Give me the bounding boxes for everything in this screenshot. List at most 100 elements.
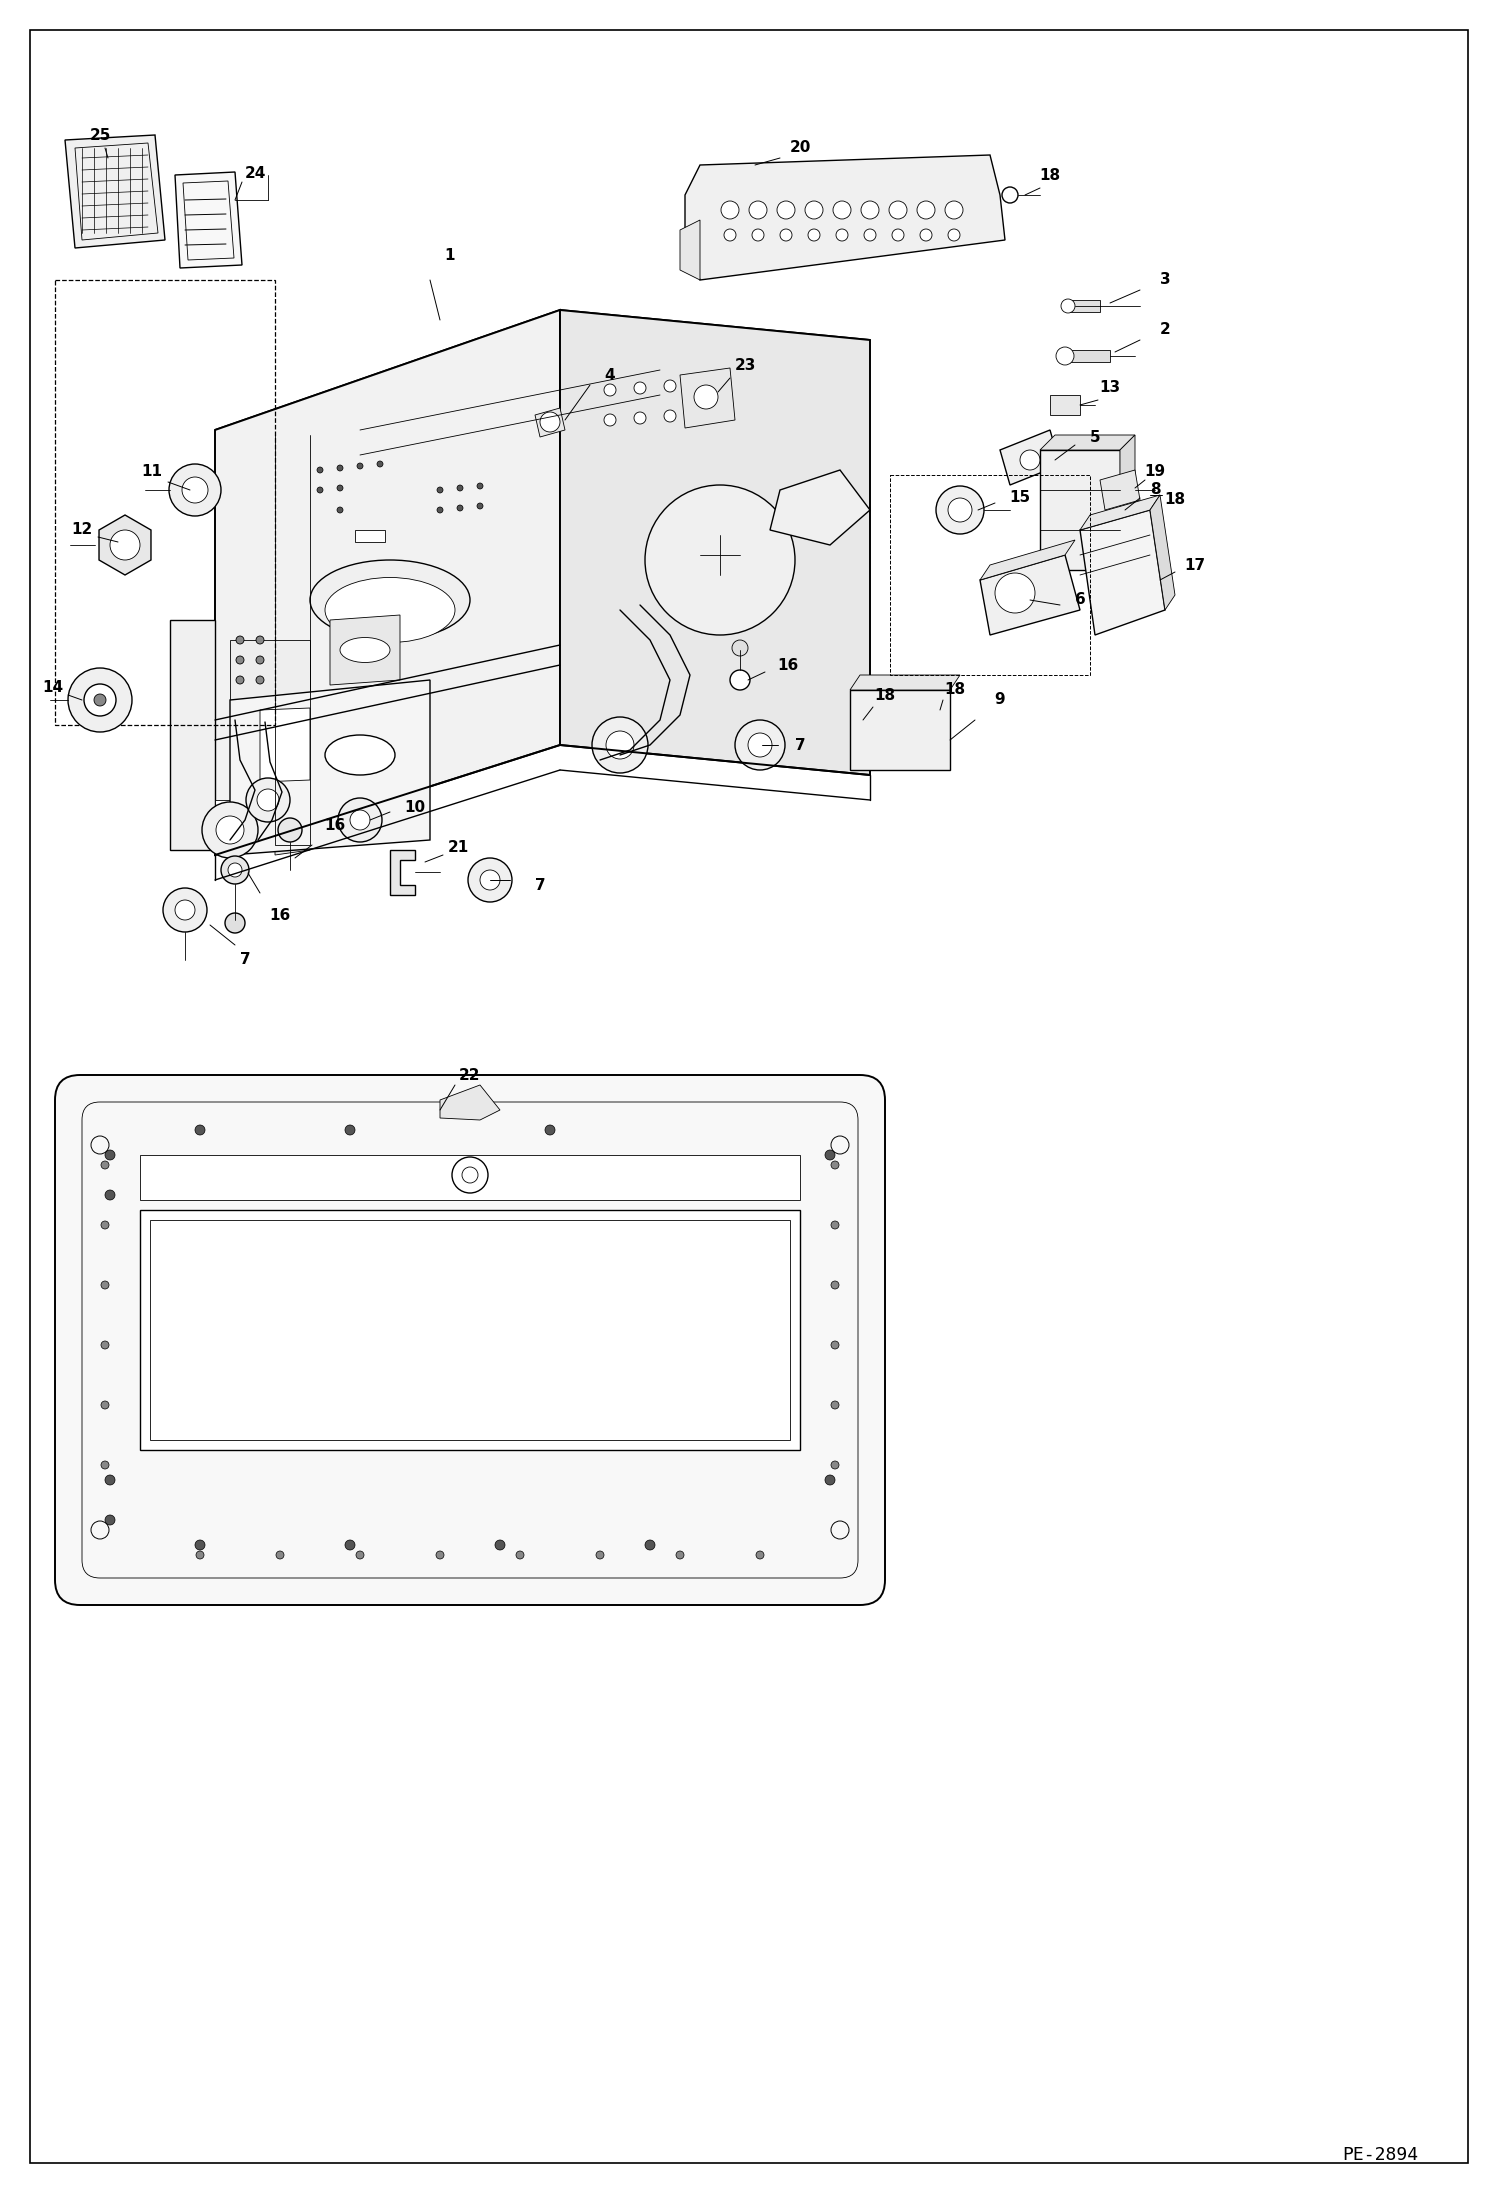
Circle shape [105, 1476, 115, 1485]
Circle shape [596, 1550, 604, 1559]
Ellipse shape [310, 559, 470, 640]
Circle shape [831, 1340, 839, 1349]
Circle shape [345, 1539, 355, 1550]
Circle shape [476, 502, 482, 509]
Circle shape [100, 1281, 109, 1289]
Circle shape [891, 228, 903, 241]
Circle shape [777, 202, 795, 219]
Polygon shape [1080, 511, 1165, 636]
Circle shape [337, 465, 343, 471]
Circle shape [749, 202, 767, 219]
Circle shape [476, 482, 482, 489]
Circle shape [995, 572, 1035, 614]
Circle shape [1002, 186, 1019, 204]
Circle shape [831, 1461, 839, 1469]
Circle shape [646, 1539, 655, 1550]
Circle shape [1020, 450, 1040, 469]
Circle shape [357, 463, 363, 469]
Circle shape [831, 1281, 839, 1289]
Circle shape [736, 719, 785, 770]
Circle shape [831, 1160, 839, 1169]
Circle shape [664, 410, 676, 421]
Polygon shape [535, 408, 565, 436]
Text: 18: 18 [1040, 167, 1061, 182]
Circle shape [339, 798, 382, 842]
Circle shape [246, 779, 291, 822]
Circle shape [318, 467, 324, 474]
Text: 19: 19 [1144, 465, 1165, 480]
Polygon shape [1150, 496, 1174, 610]
Circle shape [216, 816, 244, 844]
Polygon shape [169, 621, 216, 851]
Bar [139, 1211, 800, 1450]
Circle shape [592, 717, 649, 772]
Circle shape [920, 228, 932, 241]
Polygon shape [216, 309, 870, 450]
Text: 18: 18 [944, 682, 966, 697]
Polygon shape [261, 708, 310, 783]
Polygon shape [99, 515, 151, 575]
Circle shape [825, 1149, 834, 1160]
Polygon shape [231, 640, 310, 840]
Circle shape [195, 1125, 205, 1136]
Text: 6: 6 [1074, 592, 1086, 607]
Polygon shape [440, 1086, 500, 1121]
Text: 16: 16 [270, 908, 291, 923]
Text: 20: 20 [789, 140, 810, 156]
Bar [150, 1219, 789, 1441]
Bar [139, 1156, 800, 1200]
Circle shape [833, 202, 851, 219]
Polygon shape [1121, 434, 1135, 570]
Text: 17: 17 [1185, 557, 1206, 572]
Text: 10: 10 [404, 800, 425, 816]
Circle shape [807, 228, 819, 241]
Text: 16: 16 [777, 658, 798, 673]
Text: PE-2894: PE-2894 [1342, 2147, 1419, 2164]
Circle shape [105, 1149, 115, 1160]
Bar [355, 531, 385, 542]
Circle shape [945, 202, 963, 219]
Circle shape [452, 1158, 488, 1193]
Circle shape [864, 228, 876, 241]
Ellipse shape [325, 735, 395, 774]
Circle shape [256, 656, 264, 664]
Polygon shape [216, 309, 560, 855]
Polygon shape [980, 539, 1076, 579]
Circle shape [748, 732, 771, 757]
Text: 13: 13 [1100, 382, 1121, 395]
Circle shape [100, 1340, 109, 1349]
Text: 1: 1 [445, 248, 455, 263]
Circle shape [733, 640, 748, 656]
Polygon shape [231, 680, 430, 855]
Circle shape [256, 675, 264, 684]
Circle shape [357, 1550, 364, 1559]
Circle shape [457, 485, 463, 491]
Circle shape [461, 1167, 478, 1182]
Circle shape [237, 636, 244, 645]
Circle shape [100, 1222, 109, 1228]
Circle shape [351, 809, 370, 829]
Circle shape [100, 1160, 109, 1169]
Circle shape [202, 803, 258, 857]
Text: 21: 21 [448, 840, 469, 855]
Text: 11: 11 [141, 465, 162, 480]
Circle shape [948, 228, 960, 241]
Circle shape [258, 789, 279, 811]
Polygon shape [685, 156, 1005, 281]
Circle shape [756, 1550, 764, 1559]
Circle shape [100, 1461, 109, 1469]
Text: 24: 24 [244, 164, 265, 180]
Polygon shape [64, 136, 165, 248]
Circle shape [467, 857, 512, 901]
Polygon shape [1070, 300, 1100, 311]
Text: 7: 7 [794, 737, 806, 752]
Text: 23: 23 [734, 357, 755, 373]
Polygon shape [1070, 351, 1110, 362]
Circle shape [936, 487, 984, 535]
Polygon shape [1080, 496, 1159, 531]
Circle shape [437, 507, 443, 513]
Circle shape [604, 384, 616, 397]
Circle shape [169, 465, 222, 515]
Circle shape [163, 888, 207, 932]
Circle shape [457, 504, 463, 511]
